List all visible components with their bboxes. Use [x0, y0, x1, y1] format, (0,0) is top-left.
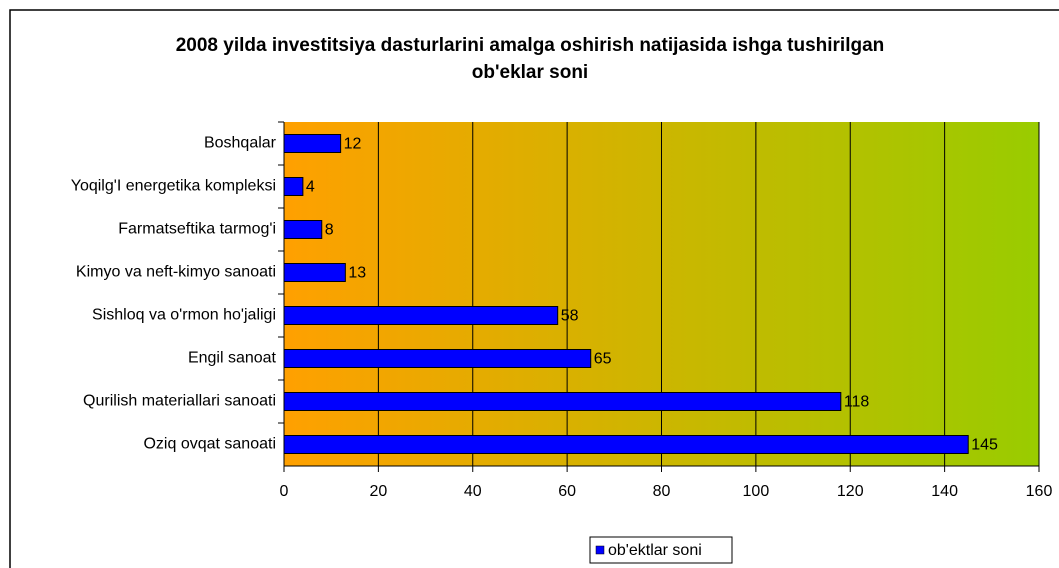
y-tick-label: Qurilish materiallari sanoati [83, 393, 276, 410]
value-label: 145 [971, 437, 998, 454]
x-tick-label: 80 [653, 483, 671, 500]
y-tick-label: Engil sanoat [188, 350, 277, 367]
x-tick-label: 0 [280, 483, 289, 500]
legend-box [589, 536, 733, 564]
y-tick-label: Kimyo va neft-kimyo sanoati [76, 264, 276, 281]
x-tick-label: 120 [837, 483, 864, 500]
legend-swatch [595, 545, 605, 555]
bar [283, 349, 592, 368]
y-tick-label: Yoqilg'I energetika kompleksi [71, 178, 276, 195]
value-label: 4 [306, 179, 315, 196]
value-label: 58 [561, 308, 579, 325]
legend-label: ob'ektlar soni [608, 542, 702, 559]
value-label: 12 [344, 136, 362, 153]
y-tick-label: Sishloq va o'rmon ho'jaligi [92, 307, 276, 324]
x-tick-label: 60 [558, 483, 576, 500]
value-label: 65 [594, 351, 612, 368]
y-tick-label: Oziq ovqat sanoati [143, 436, 276, 453]
x-tick-label: 20 [369, 483, 387, 500]
bar [283, 134, 342, 153]
bar [283, 435, 969, 454]
chart-title: 2008 yilda investitsiya dasturlarini ama… [175, 35, 885, 83]
value-label: 118 [844, 394, 870, 411]
bar [283, 306, 559, 325]
y-tick-label: Boshqalar [204, 135, 277, 152]
value-label: 13 [348, 265, 366, 282]
y-tick-label: Farmatseftika tarmog'i [118, 221, 276, 238]
x-tick-label: 40 [464, 483, 482, 500]
bar [283, 263, 346, 282]
bar [283, 220, 323, 239]
bar [283, 392, 842, 411]
x-tick-label: 100 [743, 483, 770, 500]
bar [283, 177, 304, 196]
x-tick-label: 140 [931, 483, 958, 500]
x-tick-label: 160 [1026, 483, 1053, 500]
value-label: 8 [325, 222, 334, 239]
